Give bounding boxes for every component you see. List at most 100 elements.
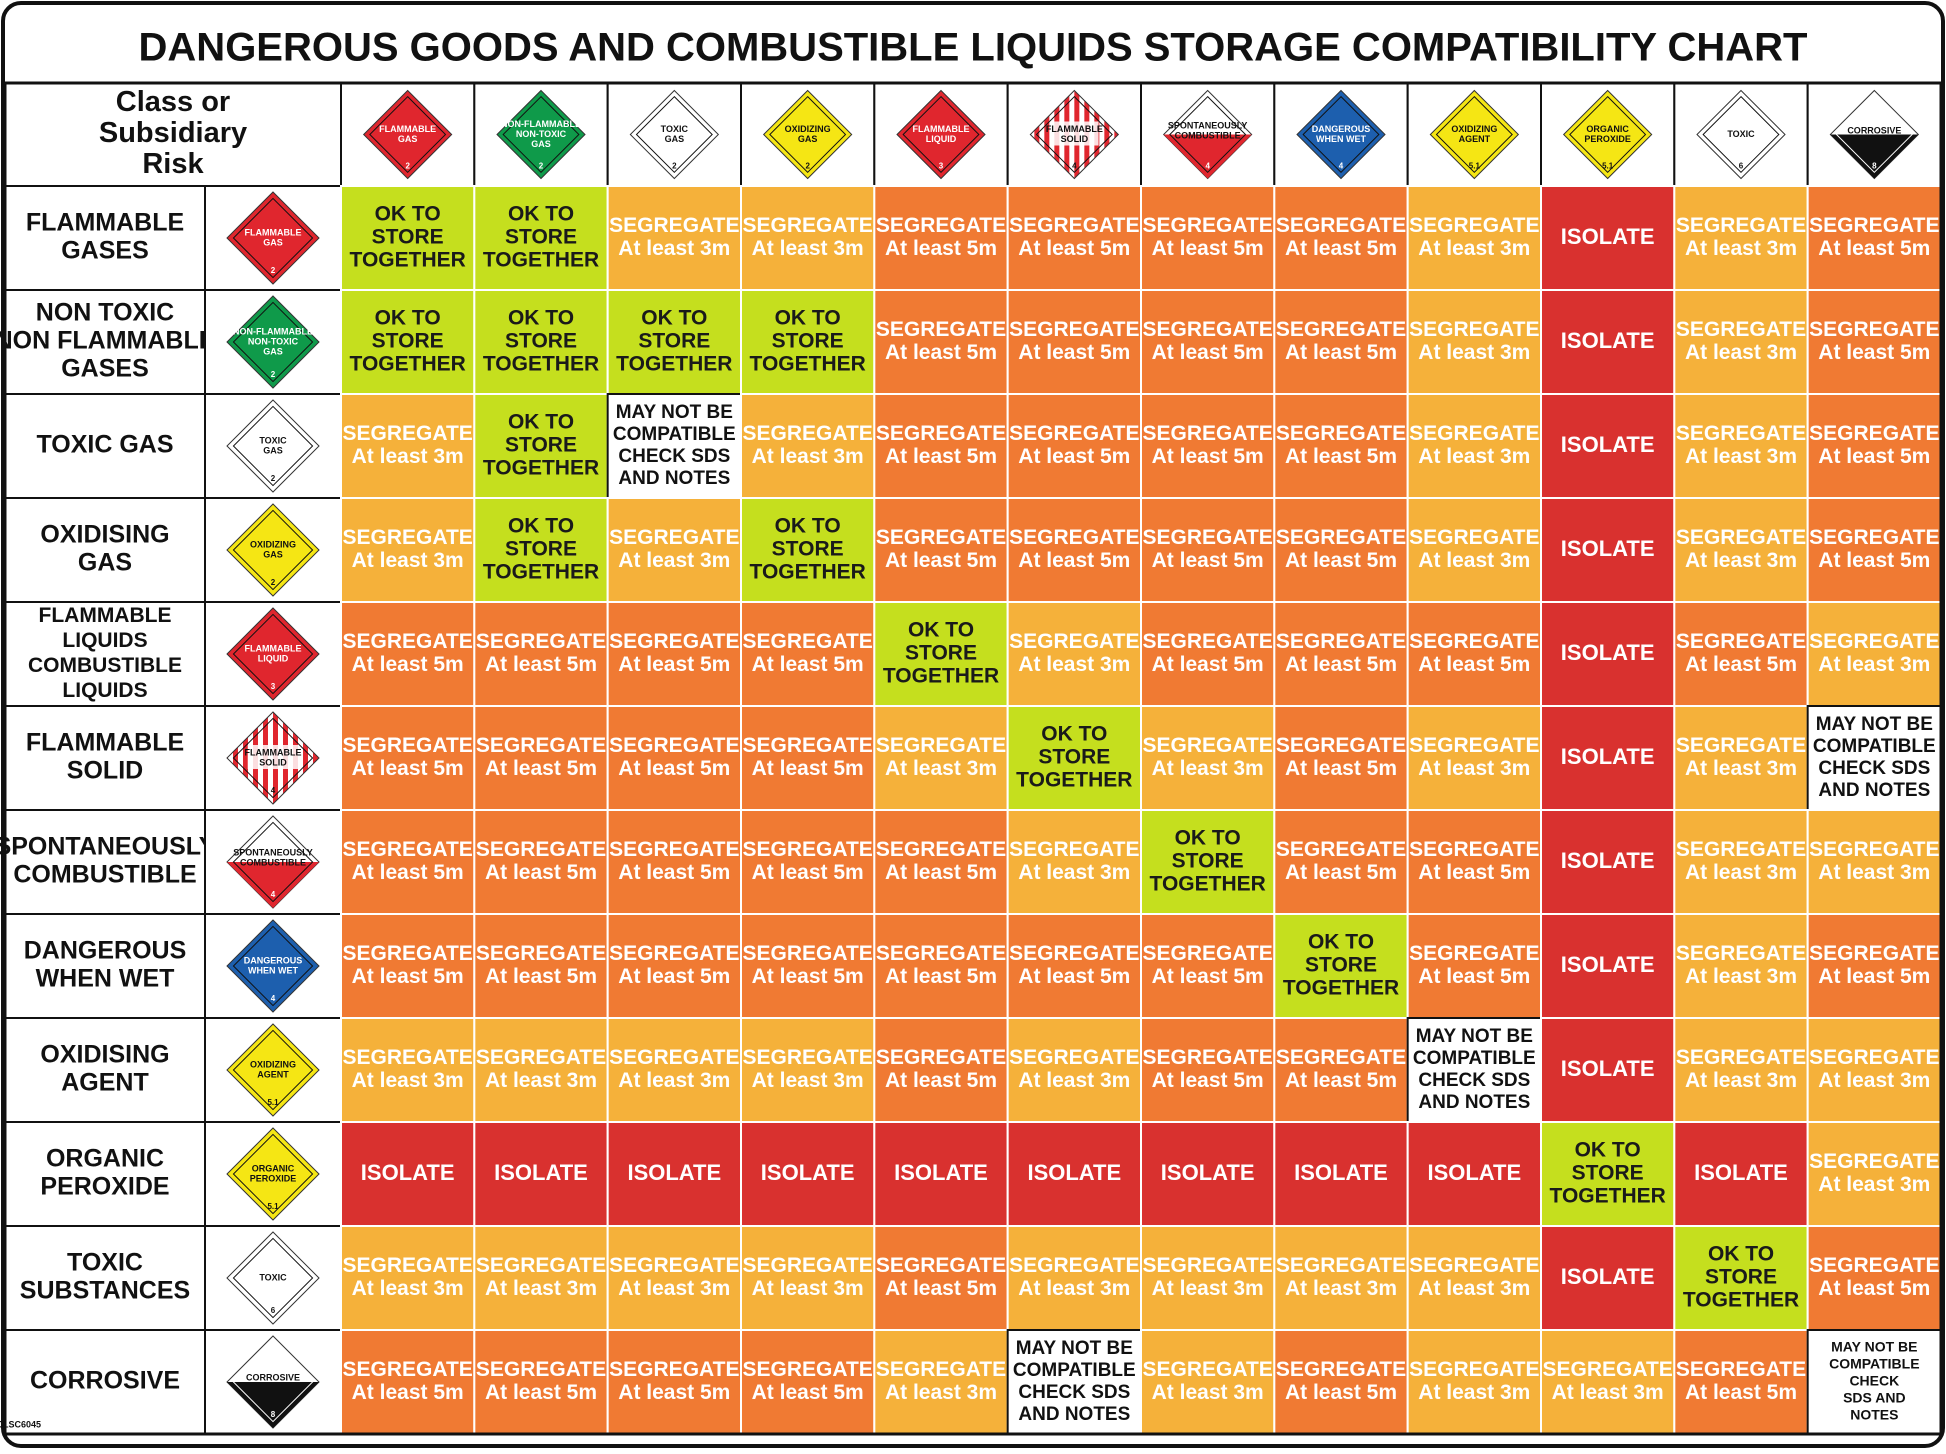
cell-text: OK TO: [775, 307, 841, 330]
sign-class: 2: [271, 370, 276, 379]
cell-text: SEGREGATE: [1276, 630, 1406, 653]
compatibility-cell: [606, 1017, 743, 1123]
cell-text: At least 5m: [618, 1381, 730, 1404]
sign-label: GAS: [263, 445, 283, 455]
compatibility-cell: [873, 913, 1009, 1019]
sign-class: 6: [1739, 161, 1744, 170]
cell-text: SEGREGATE: [1409, 526, 1539, 549]
compatibility-cell: [1673, 1225, 1809, 1331]
compatibility-cell: [1806, 289, 1942, 395]
compatibility-cell: [873, 1225, 1009, 1331]
cell-text: SEGREGATE: [876, 838, 1006, 861]
cell-text: SEGREGATE: [343, 1046, 473, 1069]
cell-text: At least 5m: [1285, 1381, 1397, 1404]
cell-text: CHECK SDS: [618, 446, 730, 467]
compatibility-cell: [340, 1017, 476, 1123]
sign-body: [1296, 89, 1386, 180]
cell-text: STORE: [505, 434, 577, 457]
cell-text: At least 5m: [1285, 1069, 1397, 1092]
cell-text: At least 5m: [485, 965, 597, 988]
cell-text: At least 3m: [1418, 1277, 1530, 1300]
sign-label: PEROXIDE: [250, 1173, 297, 1183]
compatibility-cell: [473, 289, 609, 395]
cell-text: At least 5m: [1418, 861, 1530, 884]
cell-text: At least 3m: [752, 237, 864, 260]
sign-inner-border: [232, 717, 314, 799]
compatibility-cell: [473, 1329, 609, 1435]
cell-text: SEGREGATE: [1276, 318, 1406, 341]
cell-text: SEGREGATE: [609, 526, 739, 549]
corner-label: Risk: [142, 148, 204, 180]
row-label-cell: [4, 1329, 206, 1435]
cell-text: TOGETHER: [1283, 977, 1399, 1000]
sign-label: FLAMMABLE: [1046, 124, 1103, 134]
cell-text: ISOLATE: [1027, 1160, 1121, 1185]
cell-text: At least 5m: [485, 861, 597, 884]
compatibility-cell: [1140, 185, 1276, 291]
cell-text: SEGREGATE: [1276, 838, 1406, 861]
compatibility-cell: [873, 809, 1009, 915]
cell-text: STORE: [505, 330, 577, 353]
sign-label: OXIDIZING: [785, 124, 831, 134]
cell-text: STORE: [505, 226, 577, 249]
cell-text: At least 3m: [1685, 445, 1797, 468]
cell-text: CHECK SDS: [1418, 1070, 1530, 1091]
cell-text: At least 5m: [352, 965, 464, 988]
cell-text: SEGREGATE: [343, 630, 473, 653]
cell-text: SEGREGATE: [1809, 526, 1939, 549]
sign-body: [1562, 89, 1653, 180]
row-label: FLAMMABLE: [26, 209, 184, 237]
cell-text: SEGREGATE: [609, 630, 739, 653]
cell-text: SEGREGATE: [1409, 318, 1539, 341]
cell-text: SEGREGATE: [1676, 630, 1806, 653]
cell-text: At least 5m: [352, 861, 464, 884]
cell-text: SEGREGATE: [1143, 630, 1273, 653]
cell-text: SEGREGATE: [1809, 838, 1939, 861]
cell-text: At least 5m: [885, 1277, 997, 1300]
cell-text: SEGREGATE: [743, 422, 873, 445]
cell-text: At least 5m: [485, 1381, 597, 1404]
cell-text: At least 3m: [1818, 861, 1930, 884]
cell-text: At least 3m: [752, 1069, 864, 1092]
row-label: SOLID: [67, 757, 143, 785]
cell-text: At least 3m: [485, 1277, 597, 1300]
cell-text: TOGETHER: [350, 353, 466, 376]
cell-text: AND NOTES: [1018, 1404, 1130, 1425]
compatibility-cell: [1140, 1017, 1276, 1123]
cell-text: SEGREGATE: [876, 734, 1006, 757]
row-label-cell: [4, 393, 206, 499]
cell-text: At least 3m: [1418, 237, 1530, 260]
cell-text: At least 3m: [352, 445, 464, 468]
cell-text: TOGETHER: [750, 561, 866, 584]
cell-text: At least 5m: [1152, 965, 1264, 988]
cell-text: ISOLATE: [1561, 432, 1655, 457]
cell-text: SEGREGATE: [343, 838, 473, 861]
cell-text: MAY NOT BE: [1016, 1338, 1133, 1359]
compatibility-cell: [606, 289, 743, 395]
cell-text: SEGREGATE: [609, 1046, 739, 1069]
cell-text: OK TO: [1708, 1243, 1774, 1266]
compatibility-cell: [740, 289, 876, 395]
compatibility-cell: [740, 1017, 876, 1123]
cell-text: SEGREGATE: [1409, 838, 1539, 861]
compatibility-cell: [1006, 1329, 1143, 1435]
cell-text: At least 3m: [1418, 445, 1530, 468]
compatibility-cell: [1406, 913, 1542, 1019]
cell-text: SEGREGATE: [1409, 1254, 1539, 1277]
cell-text: SEGREGATE: [1143, 1254, 1273, 1277]
sign-inner-border: [1702, 95, 1780, 174]
compatibility-cell: [1273, 1017, 1409, 1123]
cell-text: At least 3m: [618, 549, 730, 572]
cell-text: SEGREGATE: [1276, 1254, 1406, 1277]
compatibility-cell: [1140, 393, 1276, 499]
compatibility-cell: [1006, 393, 1143, 499]
sign-inner-border: [232, 405, 314, 487]
sign-class: 5.1: [267, 1098, 279, 1107]
cell-text: SEGREGATE: [343, 422, 473, 445]
cell-text: At least 3m: [1685, 549, 1797, 572]
sign-label: GAS: [398, 134, 418, 144]
